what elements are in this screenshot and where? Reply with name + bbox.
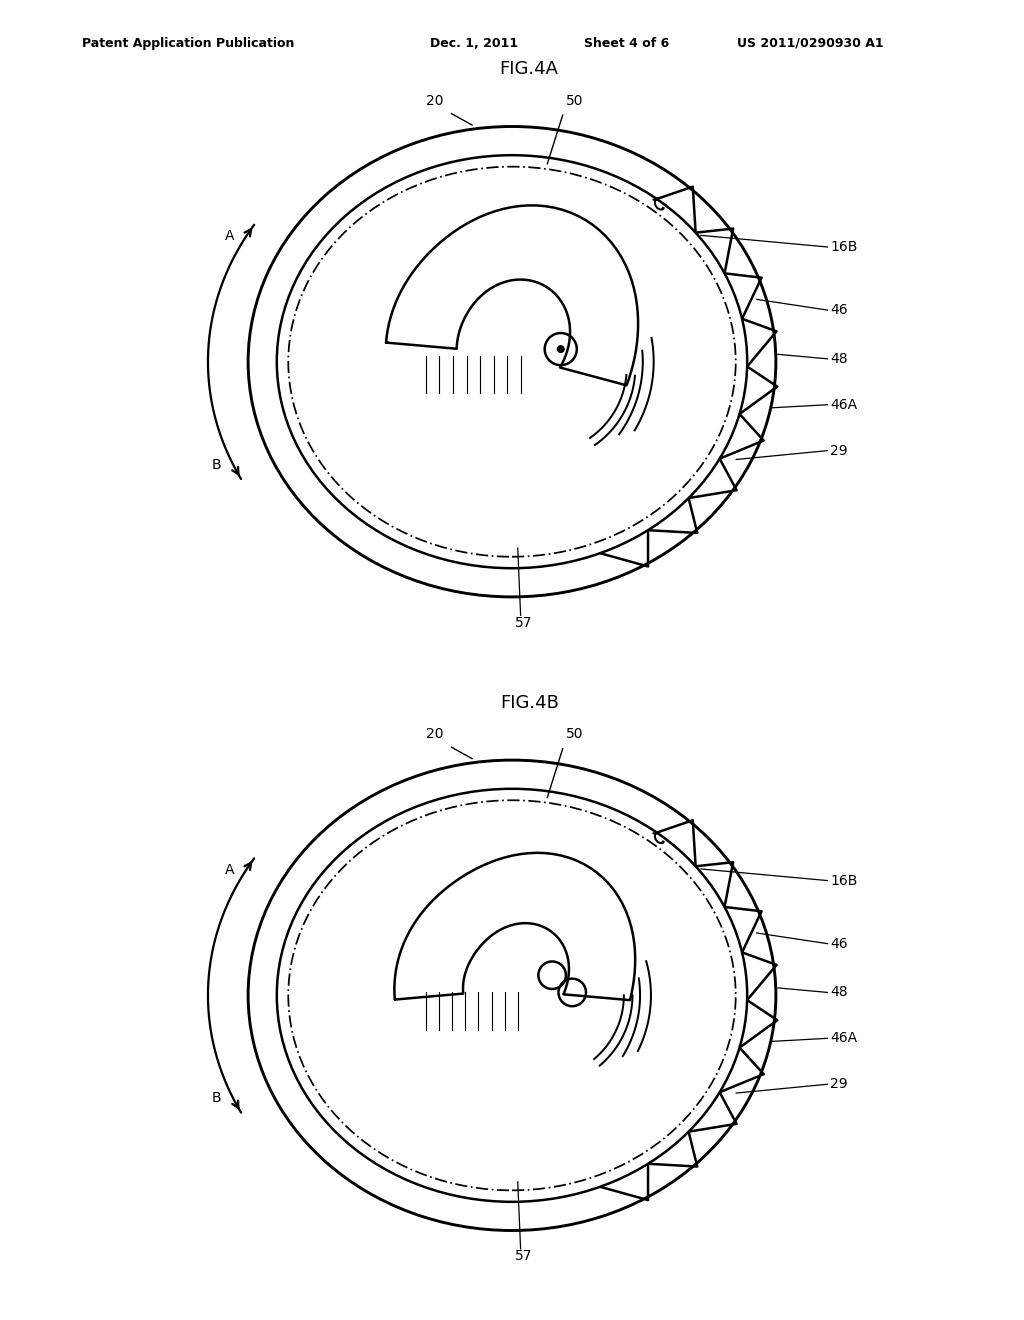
- Text: B: B: [211, 458, 221, 471]
- Text: 50: 50: [566, 94, 584, 108]
- Text: 16B: 16B: [830, 240, 858, 253]
- Text: FIG.4B: FIG.4B: [500, 694, 559, 711]
- Text: 48: 48: [830, 986, 848, 999]
- Circle shape: [557, 345, 565, 352]
- Text: A: A: [224, 230, 234, 243]
- Text: 29: 29: [830, 1077, 848, 1092]
- Text: A: A: [224, 863, 234, 876]
- Text: Sheet 4 of 6: Sheet 4 of 6: [584, 37, 669, 50]
- Text: 29: 29: [830, 444, 848, 458]
- Text: Dec. 1, 2011: Dec. 1, 2011: [430, 37, 518, 50]
- Text: 46A: 46A: [830, 1031, 857, 1045]
- Text: 48: 48: [830, 352, 848, 366]
- Text: 57: 57: [515, 615, 532, 630]
- Text: 57: 57: [515, 1249, 532, 1263]
- Text: 46: 46: [830, 304, 848, 317]
- Text: US 2011/0290930 A1: US 2011/0290930 A1: [737, 37, 884, 50]
- Text: 46A: 46A: [830, 397, 857, 412]
- Text: Patent Application Publication: Patent Application Publication: [82, 37, 294, 50]
- Text: 20: 20: [426, 727, 443, 742]
- Text: FIG.4A: FIG.4A: [500, 61, 559, 78]
- Text: 20: 20: [426, 94, 443, 108]
- Text: B: B: [211, 1092, 221, 1105]
- Text: 50: 50: [566, 727, 584, 742]
- Text: 46: 46: [830, 937, 848, 950]
- Text: 16B: 16B: [830, 874, 858, 887]
